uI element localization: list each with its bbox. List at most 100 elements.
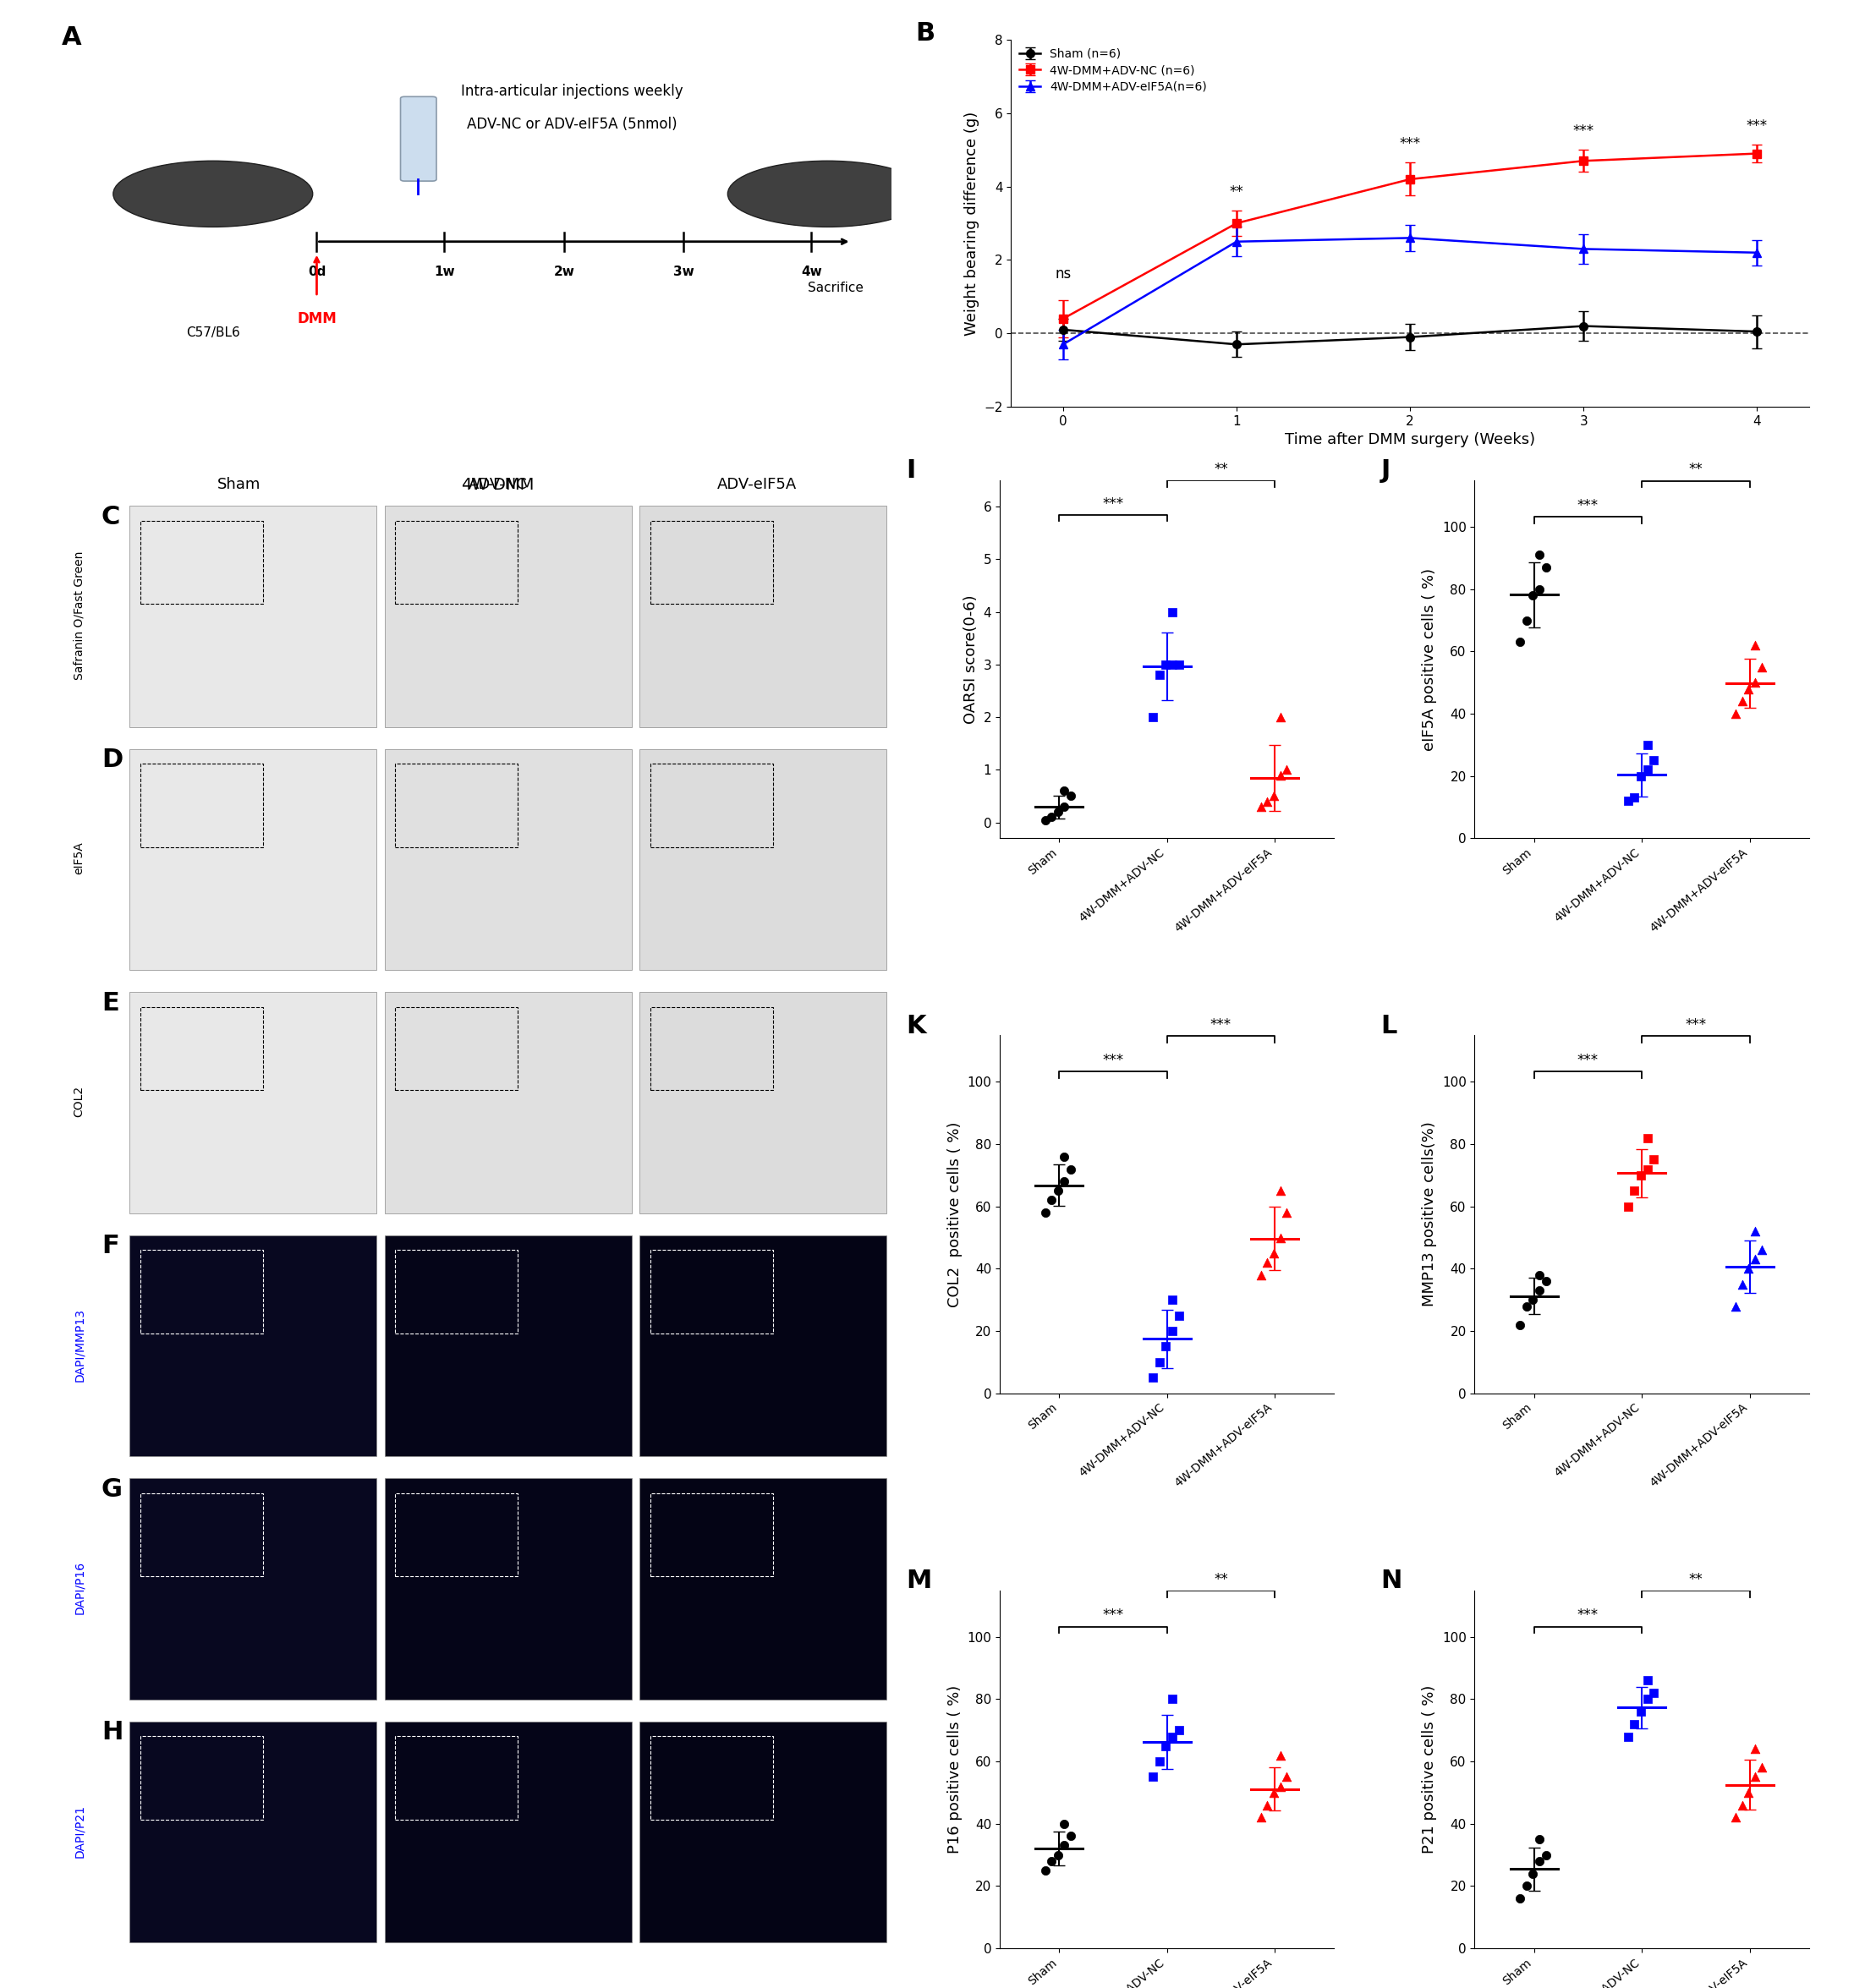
Point: [1158, 596, 1188, 628]
Point: [1246, 1801, 1276, 1833]
Y-axis label: Weight bearing difference (g): Weight bearing difference (g): [964, 111, 979, 336]
X-axis label: Time after DMM surgery (Weeks): Time after DMM surgery (Weeks): [1285, 431, 1535, 447]
Text: DMM: DMM: [297, 312, 336, 326]
Point: [1158, 1316, 1188, 1348]
Point: [1613, 1720, 1643, 1751]
Y-axis label: P16 positive cells ( %): P16 positive cells ( %): [947, 1686, 962, 1853]
Point: [1050, 775, 1080, 807]
Point: [1151, 1730, 1181, 1761]
FancyBboxPatch shape: [384, 1235, 632, 1455]
Point: [1613, 785, 1643, 817]
Point: [1050, 1829, 1080, 1861]
Point: [1511, 1290, 1540, 1322]
FancyBboxPatch shape: [131, 749, 377, 970]
Point: [1145, 660, 1175, 692]
Point: [1056, 1821, 1085, 1853]
Text: ADV-NC or ADV-eIF5A (5nmol): ADV-NC or ADV-eIF5A (5nmol): [466, 117, 677, 131]
Text: ***: ***: [1399, 137, 1421, 151]
Text: ***: ***: [1102, 495, 1123, 511]
Point: [1626, 1159, 1656, 1191]
Point: [1145, 1346, 1175, 1378]
Y-axis label: OARSI score(0-6): OARSI score(0-6): [964, 594, 979, 724]
Text: DAPI/MMP13: DAPI/MMP13: [73, 1308, 86, 1382]
Point: [1246, 791, 1276, 823]
Text: ADV-eIF5A: ADV-eIF5A: [716, 477, 796, 493]
Point: [1721, 698, 1751, 730]
Text: J: J: [1380, 459, 1391, 483]
Point: [1734, 672, 1764, 704]
Text: E: E: [101, 990, 119, 1016]
Point: [1264, 1175, 1294, 1207]
Point: [1056, 1153, 1085, 1185]
Point: [1639, 1678, 1669, 1710]
Point: [1050, 1807, 1080, 1839]
FancyBboxPatch shape: [640, 1479, 886, 1700]
Point: [1264, 759, 1294, 791]
FancyBboxPatch shape: [384, 992, 632, 1213]
Point: [1505, 1308, 1535, 1340]
Point: [1037, 1845, 1067, 1877]
Text: ***: ***: [1578, 497, 1598, 513]
Point: [1050, 1165, 1080, 1197]
Point: [1531, 1264, 1561, 1296]
Point: [1138, 702, 1167, 734]
Point: [1524, 1823, 1554, 1855]
Text: C: C: [101, 505, 119, 529]
FancyBboxPatch shape: [640, 992, 886, 1213]
Point: [1740, 1215, 1770, 1246]
Point: [1145, 1745, 1175, 1777]
Point: [1029, 1855, 1059, 1887]
Text: ADV-NC: ADV-NC: [468, 477, 528, 493]
Ellipse shape: [114, 161, 313, 227]
Text: 3w: 3w: [673, 266, 694, 278]
Point: [1050, 1141, 1080, 1173]
Legend: Sham (n=6), 4W-DMM+ADV-NC (n=6), 4W-DMM+ADV-eIF5A(n=6): Sham (n=6), 4W-DMM+ADV-NC (n=6), 4W-DMM+…: [1016, 46, 1209, 95]
Text: Safranin O/Fast Green: Safranin O/Fast Green: [73, 551, 86, 680]
Y-axis label: MMP13 positive cells(%): MMP13 positive cells(%): [1421, 1121, 1438, 1306]
Point: [1158, 1720, 1188, 1751]
Point: [1727, 686, 1757, 718]
FancyBboxPatch shape: [131, 1722, 377, 1942]
Text: 4w: 4w: [802, 266, 822, 278]
FancyBboxPatch shape: [640, 749, 886, 970]
Point: [1029, 1197, 1059, 1229]
Point: [1632, 1684, 1662, 1716]
Point: [1619, 1708, 1649, 1740]
Point: [1272, 1197, 1302, 1229]
Text: H: H: [101, 1720, 123, 1745]
Point: [1264, 1223, 1294, 1254]
FancyBboxPatch shape: [640, 505, 886, 728]
Ellipse shape: [727, 161, 927, 227]
Text: 0d: 0d: [308, 266, 326, 278]
Point: [1639, 744, 1669, 775]
Text: 4W-DMM: 4W-DMM: [461, 477, 535, 493]
Point: [1531, 1839, 1561, 1871]
Point: [1251, 1246, 1281, 1278]
Text: D: D: [101, 747, 123, 773]
Text: M: M: [906, 1569, 932, 1592]
Point: [1632, 730, 1662, 761]
Point: [1151, 648, 1181, 680]
Text: ***: ***: [1578, 1054, 1598, 1068]
Point: [1524, 539, 1554, 571]
Text: ***: ***: [1686, 1018, 1706, 1032]
Text: ns: ns: [1056, 266, 1071, 282]
Text: A: A: [62, 26, 82, 50]
Point: [1043, 795, 1072, 827]
Point: [1740, 1242, 1770, 1274]
Point: [1050, 791, 1080, 823]
Point: [1531, 551, 1561, 582]
Point: [1518, 1284, 1548, 1316]
Y-axis label: P21 positive cells ( %): P21 positive cells ( %): [1421, 1686, 1438, 1853]
Text: I: I: [906, 459, 916, 483]
FancyBboxPatch shape: [384, 1479, 632, 1700]
Text: ***: ***: [1102, 1054, 1123, 1068]
FancyBboxPatch shape: [131, 1479, 377, 1700]
Point: [1740, 1761, 1770, 1793]
FancyBboxPatch shape: [401, 97, 436, 181]
Y-axis label: eIF5A positive cells ( %): eIF5A positive cells ( %): [1421, 569, 1438, 751]
FancyBboxPatch shape: [131, 1235, 377, 1455]
Text: Sacrifice: Sacrifice: [808, 282, 863, 294]
Text: K: K: [906, 1014, 927, 1038]
Point: [1511, 604, 1540, 636]
